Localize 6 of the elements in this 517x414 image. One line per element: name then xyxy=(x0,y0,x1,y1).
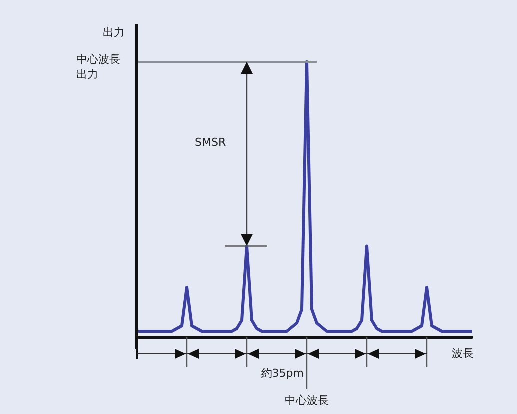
x-axis-title: 波長 xyxy=(452,347,474,362)
annotation: SMSR xyxy=(195,136,226,151)
text: 約35pm xyxy=(261,367,304,382)
ref-line-label: 中心波長出力 xyxy=(76,53,122,83)
text: 中心波長 xyxy=(285,394,329,409)
y-axis-title: 出力 xyxy=(103,26,125,41)
